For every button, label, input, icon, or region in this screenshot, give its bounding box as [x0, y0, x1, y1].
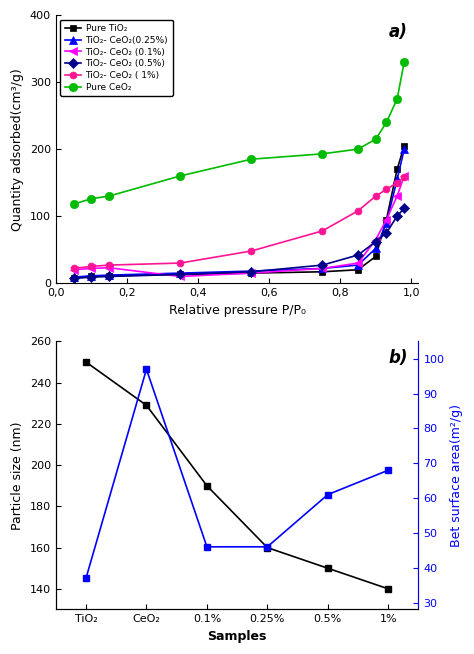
- TiO₂- CeO₂ (0.1%): [106, 264, 112, 271]
- TiO₂- CeO₂ ( 1%): [319, 227, 325, 235]
- TiO₂- CeO₂ ( 1%): [248, 247, 254, 255]
- TiO₂- CeO₂(0.25%): [177, 269, 183, 277]
- Pure CeO₂: [394, 95, 400, 103]
- TiO₂- CeO₂(0.25%): [355, 261, 361, 269]
- X-axis label: Samples: Samples: [208, 630, 267, 643]
- Pure CeO₂: [106, 192, 112, 200]
- TiO₂- CeO₂ (0.5%): [383, 229, 389, 237]
- TiO₂- CeO₂ (0.1%): [71, 266, 76, 273]
- TiO₂- CeO₂(0.25%): [71, 273, 76, 281]
- TiO₂- CeO₂ (0.1%): [383, 216, 389, 224]
- TiO₂- CeO₂ (0.5%): [401, 204, 407, 212]
- TiO₂- CeO₂ (0.5%): [89, 273, 94, 281]
- Text: b): b): [388, 349, 408, 368]
- TiO₂- CeO₂ (0.1%): [89, 264, 94, 272]
- Pure TiO₂: [394, 165, 400, 173]
- TiO₂- CeO₂ ( 1%): [401, 173, 407, 181]
- Pure TiO₂: [177, 271, 183, 279]
- Pure CeO₂: [355, 145, 361, 153]
- Y-axis label: Bet surface area(m²/g): Bet surface area(m²/g): [450, 404, 463, 547]
- TiO₂- CeO₂(0.25%): [373, 245, 379, 252]
- TiO₂- CeO₂ (0.1%): [401, 172, 407, 180]
- TiO₂- CeO₂ ( 1%): [383, 186, 389, 194]
- TiO₂- CeO₂ ( 1%): [394, 179, 400, 186]
- Line: TiO₂- CeO₂(0.25%): TiO₂- CeO₂(0.25%): [69, 145, 409, 281]
- Pure TiO₂: [383, 216, 389, 224]
- Y-axis label: Particle size (nm): Particle size (nm): [11, 421, 24, 530]
- TiO₂- CeO₂ (0.1%): [319, 264, 325, 272]
- Pure CeO₂: [319, 150, 325, 158]
- TiO₂- CeO₂ (0.1%): [177, 273, 183, 281]
- TiO₂- CeO₂ ( 1%): [355, 207, 361, 215]
- Text: a): a): [389, 23, 408, 41]
- Pure CeO₂: [401, 58, 407, 66]
- Pure TiO₂: [71, 274, 76, 282]
- TiO₂- CeO₂ ( 1%): [71, 264, 76, 272]
- TiO₂- CeO₂ ( 1%): [89, 262, 94, 270]
- TiO₂- CeO₂(0.25%): [401, 145, 407, 153]
- Pure TiO₂: [248, 269, 254, 277]
- TiO₂- CeO₂(0.25%): [383, 219, 389, 227]
- TiO₂- CeO₂ (0.1%): [394, 192, 400, 200]
- Line: TiO₂- CeO₂ (0.1%): TiO₂- CeO₂ (0.1%): [69, 172, 409, 281]
- Pure CeO₂: [373, 135, 379, 143]
- TiO₂- CeO₂ (0.5%): [177, 271, 183, 279]
- TiO₂- CeO₂ (0.5%): [394, 213, 400, 220]
- Pure TiO₂: [106, 272, 112, 280]
- Pure TiO₂: [373, 252, 379, 260]
- Pure TiO₂: [355, 266, 361, 273]
- TiO₂- CeO₂ (0.1%): [373, 235, 379, 243]
- X-axis label: Relative pressure P/P₀: Relative pressure P/P₀: [169, 303, 306, 317]
- Line: Pure CeO₂: Pure CeO₂: [69, 58, 409, 208]
- TiO₂- CeO₂ ( 1%): [373, 192, 379, 200]
- TiO₂- CeO₂ (0.5%): [71, 275, 76, 283]
- Pure TiO₂: [401, 142, 407, 150]
- TiO₂- CeO₂(0.25%): [394, 175, 400, 183]
- TiO₂- CeO₂ ( 1%): [177, 259, 183, 267]
- Pure CeO₂: [248, 155, 254, 163]
- Pure CeO₂: [383, 118, 389, 126]
- TiO₂- CeO₂(0.25%): [106, 271, 112, 279]
- Pure CeO₂: [177, 172, 183, 180]
- Pure CeO₂: [89, 195, 94, 203]
- Line: TiO₂- CeO₂ (0.5%): TiO₂- CeO₂ (0.5%): [70, 205, 408, 282]
- TiO₂- CeO₂(0.25%): [89, 272, 94, 280]
- Pure CeO₂: [71, 200, 76, 208]
- TiO₂- CeO₂ (0.5%): [319, 261, 325, 269]
- TiO₂- CeO₂(0.25%): [248, 267, 254, 275]
- TiO₂- CeO₂(0.25%): [319, 264, 325, 272]
- Pure TiO₂: [89, 273, 94, 281]
- TiO₂- CeO₂ (0.5%): [106, 273, 112, 281]
- TiO₂- CeO₂ (0.5%): [373, 237, 379, 245]
- Y-axis label: Quantity adsorbed(cm³/g): Quantity adsorbed(cm³/g): [11, 68, 24, 230]
- TiO₂- CeO₂ ( 1%): [106, 261, 112, 269]
- TiO₂- CeO₂ (0.1%): [355, 259, 361, 267]
- Pure TiO₂: [319, 268, 325, 276]
- TiO₂- CeO₂ (0.5%): [355, 251, 361, 259]
- TiO₂- CeO₂ (0.5%): [248, 268, 254, 276]
- Line: Pure TiO₂: Pure TiO₂: [70, 143, 408, 281]
- Line: TiO₂- CeO₂ ( 1%): TiO₂- CeO₂ ( 1%): [70, 174, 408, 272]
- TiO₂- CeO₂ (0.1%): [248, 269, 254, 277]
- Legend: Pure TiO₂, TiO₂- CeO₂(0.25%), TiO₂- CeO₂ (0.1%), TiO₂- CeO₂ (0.5%), TiO₂- CeO₂ (: Pure TiO₂, TiO₂- CeO₂(0.25%), TiO₂- CeO₂…: [60, 20, 173, 96]
